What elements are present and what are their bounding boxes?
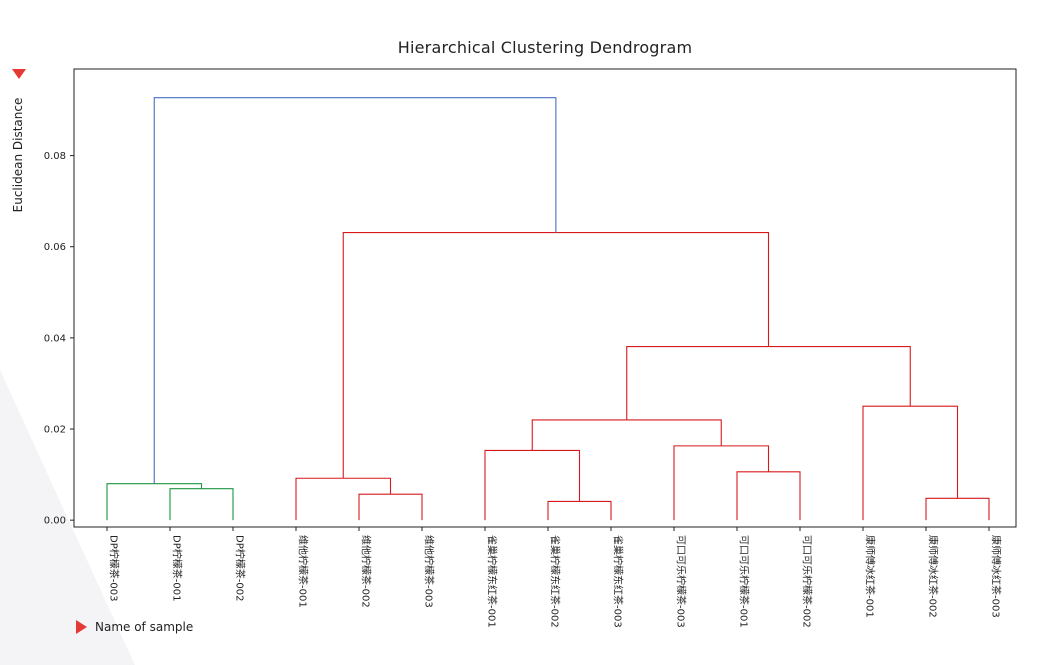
leaf-label: 康师傅冰红茶-001	[864, 535, 877, 618]
dendrogram-link	[342, 232, 770, 479]
dendrogram-link	[736, 471, 801, 521]
leaf-label: DP柠檬茶-001	[171, 535, 184, 601]
y-tick-label: 0.06	[44, 242, 66, 253]
chart-title: Hierarchical Clustering Dendrogram	[397, 38, 693, 57]
dendrogram-link	[295, 477, 392, 521]
leaf-label: 雀巢柠檬东红茶-003	[612, 535, 625, 628]
dendrogram-link	[358, 493, 423, 521]
x-axis-title: Name of sample	[95, 620, 194, 634]
dendrogram-link	[169, 488, 234, 521]
leaf-label: 可口可乐柠檬茶-003	[675, 535, 688, 628]
y-axis-marker-icon	[12, 69, 26, 79]
leaf-label: 维他柠檬茶-003	[423, 535, 436, 608]
leaf-label: 可口可乐柠檬茶-002	[801, 535, 814, 628]
dendrogram-link	[153, 97, 557, 484]
leaf-label: 维他柠檬茶-002	[360, 535, 373, 608]
leaf-label: 可口可乐柠檬茶-001	[738, 535, 751, 628]
leaf-label: DP柠檬茶-003	[108, 535, 121, 601]
x-axis-marker-icon	[76, 620, 87, 634]
dendrogram-link	[673, 445, 770, 521]
y-tick-label: 0.04	[44, 333, 66, 344]
dendrogram-link	[626, 345, 911, 420]
dendrogram-link	[484, 449, 581, 521]
plot-frame	[73, 68, 1017, 528]
y-tick-label: 0.08	[44, 151, 66, 162]
leaf-label: 康师傅冰红茶-002	[927, 535, 940, 618]
leaf-label: 雀巢柠檬东红茶-001	[486, 535, 499, 628]
y-tick-label: 0.02	[44, 425, 66, 436]
dendrogram-link	[925, 497, 990, 521]
dendrogram-link	[862, 405, 959, 521]
dendrogram-link	[547, 500, 612, 521]
leaf-label: 康师傅冰红茶-003	[990, 535, 1003, 618]
leaf-label: DP柠檬茶-002	[234, 535, 247, 601]
leaf-label: 雀巢柠檬东红茶-002	[549, 535, 562, 628]
leaf-label: 维他柠檬茶-001	[297, 535, 310, 608]
y-tick-label: 0.00	[44, 516, 66, 527]
